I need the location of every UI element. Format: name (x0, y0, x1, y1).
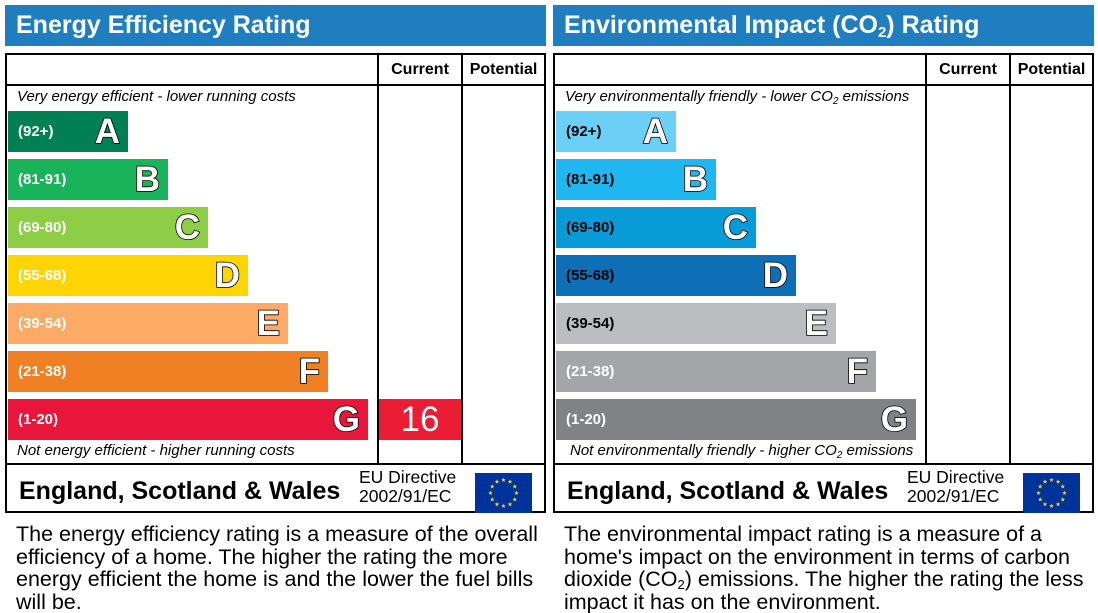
band-range-label: (55-68) (566, 267, 615, 284)
band-b: (81-91) B (8, 159, 168, 200)
directive-line-1: EU Directive (359, 467, 457, 487)
band-c: (69-80) C (8, 207, 208, 248)
energy-description: The energy efficiency rating is a measur… (16, 522, 538, 613)
band-range-label: (1-20) (18, 411, 59, 428)
eu-directive: EU Directive 2002/91/EC (359, 468, 456, 506)
eu-star-icon (1042, 479, 1048, 484)
band-range-label: (69-80) (18, 219, 67, 236)
current-column-header: Current (939, 61, 997, 78)
eu-star-icon (1060, 497, 1066, 502)
eu-star-icon (512, 497, 518, 502)
eu-star-icon (507, 479, 513, 484)
environmental-impact-chart: Current Potential Very environmentally f… (553, 53, 1094, 513)
band-range-label: (21-38) (18, 363, 67, 380)
band-letter: C (722, 207, 749, 248)
eu-star-icon (489, 497, 495, 502)
band-range-label: (81-91) (18, 171, 67, 188)
band-range-label: (92+) (566, 123, 602, 140)
eu-star-icon (514, 490, 519, 495)
band-letter: D (762, 255, 789, 296)
directive-line-2: 2002/91/EC (359, 486, 452, 506)
band-letter: G (332, 399, 361, 440)
eu-star-icon (1037, 497, 1043, 502)
band-range-label: (81-91) (566, 171, 615, 188)
directive-line-2: 2002/91/EC (907, 486, 1000, 506)
eu-star-icon (1062, 490, 1067, 495)
band-e: (39-54) E (556, 303, 836, 344)
band-letter: G (880, 399, 909, 440)
eu-star-icon (494, 501, 500, 507)
band-letter: B (134, 159, 161, 200)
band-d: (55-68) D (8, 255, 248, 296)
band-a: (92+) A (556, 111, 676, 152)
eu-star-icon (488, 490, 493, 495)
band-range-label: (55-68) (18, 267, 67, 284)
band-letter: D (214, 255, 241, 296)
band-range-label: (1-20) (566, 411, 607, 428)
eu-star-icon (1060, 484, 1066, 489)
inefficient-note: Not energy efficient - higher running co… (17, 442, 295, 459)
eu-star-icon (1049, 477, 1054, 482)
potential-column-header: Potential (1017, 61, 1086, 78)
eu-directive: EU Directive 2002/91/EC (907, 468, 1004, 506)
band-letter: C (174, 207, 201, 248)
eu-star-icon (507, 501, 513, 507)
potential-column-header: Potential (469, 61, 538, 78)
eu-star-icon (1055, 501, 1061, 507)
current-rating-value: 16 (379, 399, 461, 440)
eu-star-icon (501, 503, 506, 508)
band-range-label: (39-54) (18, 315, 67, 332)
eu-star-icon (1049, 503, 1054, 508)
band-range-label: (92+) (18, 123, 54, 140)
band-letter: E (804, 303, 829, 344)
band-c: (69-80) C (556, 207, 756, 248)
eu-star-icon (494, 479, 500, 484)
environment-description: The environmental impact rating is a mea… (564, 522, 1084, 613)
band-g: (1-20) G (556, 399, 916, 440)
environmental-impact-title: Environmental Impact (CO2) Rating (553, 5, 1094, 46)
band-f: (21-38) F (8, 351, 328, 392)
eu-star-icon (489, 484, 495, 489)
band-letter: A (642, 111, 669, 152)
energy-efficiency-chart: Current Potential Very energy efficient … (5, 53, 546, 513)
band-range-label: (39-54) (566, 315, 615, 332)
efficient-note: Very energy efficient - lower running co… (17, 88, 296, 105)
eu-star-icon (512, 484, 518, 489)
band-letter: A (94, 111, 121, 152)
eu-star-icon (1036, 490, 1041, 495)
eu-flag-icon (1023, 473, 1080, 513)
band-range-label: (21-38) (566, 363, 615, 380)
band-b: (81-91) B (556, 159, 716, 200)
band-letter: E (256, 303, 281, 344)
band-range-label: (69-80) (566, 219, 615, 236)
band-e: (39-54) E (8, 303, 288, 344)
band-a: (92+) A (8, 111, 128, 152)
eu-star-icon (1055, 479, 1061, 484)
energy-efficiency-title: Energy Efficiency Rating (5, 5, 546, 46)
band-d: (55-68) D (556, 255, 796, 296)
band-g: (1-20) G (8, 399, 368, 440)
region-label: England, Scotland & Wales (567, 477, 889, 505)
eu-star-icon (1037, 484, 1043, 489)
eu-flag-icon (475, 473, 532, 513)
current-column-header: Current (391, 61, 449, 78)
unfriendly-note: Not environmentally friendly - higher CO… (570, 442, 914, 461)
band-letter: F (298, 351, 321, 392)
region-label: England, Scotland & Wales (19, 477, 341, 505)
eu-star-icon (1042, 501, 1048, 507)
band-f: (21-38) F (556, 351, 876, 392)
band-letter: F (846, 351, 869, 392)
band-letter: B (682, 159, 709, 200)
friendly-note: Very environmentally friendly - lower CO… (565, 88, 910, 107)
environmental-impact-panel: Environmental Impact (CO2) Rating Curren… (553, 5, 1095, 613)
eu-star-icon (501, 477, 506, 482)
directive-line-1: EU Directive (907, 467, 1005, 487)
energy-efficiency-panel: Energy Efficiency Rating Current Potenti… (5, 5, 547, 613)
